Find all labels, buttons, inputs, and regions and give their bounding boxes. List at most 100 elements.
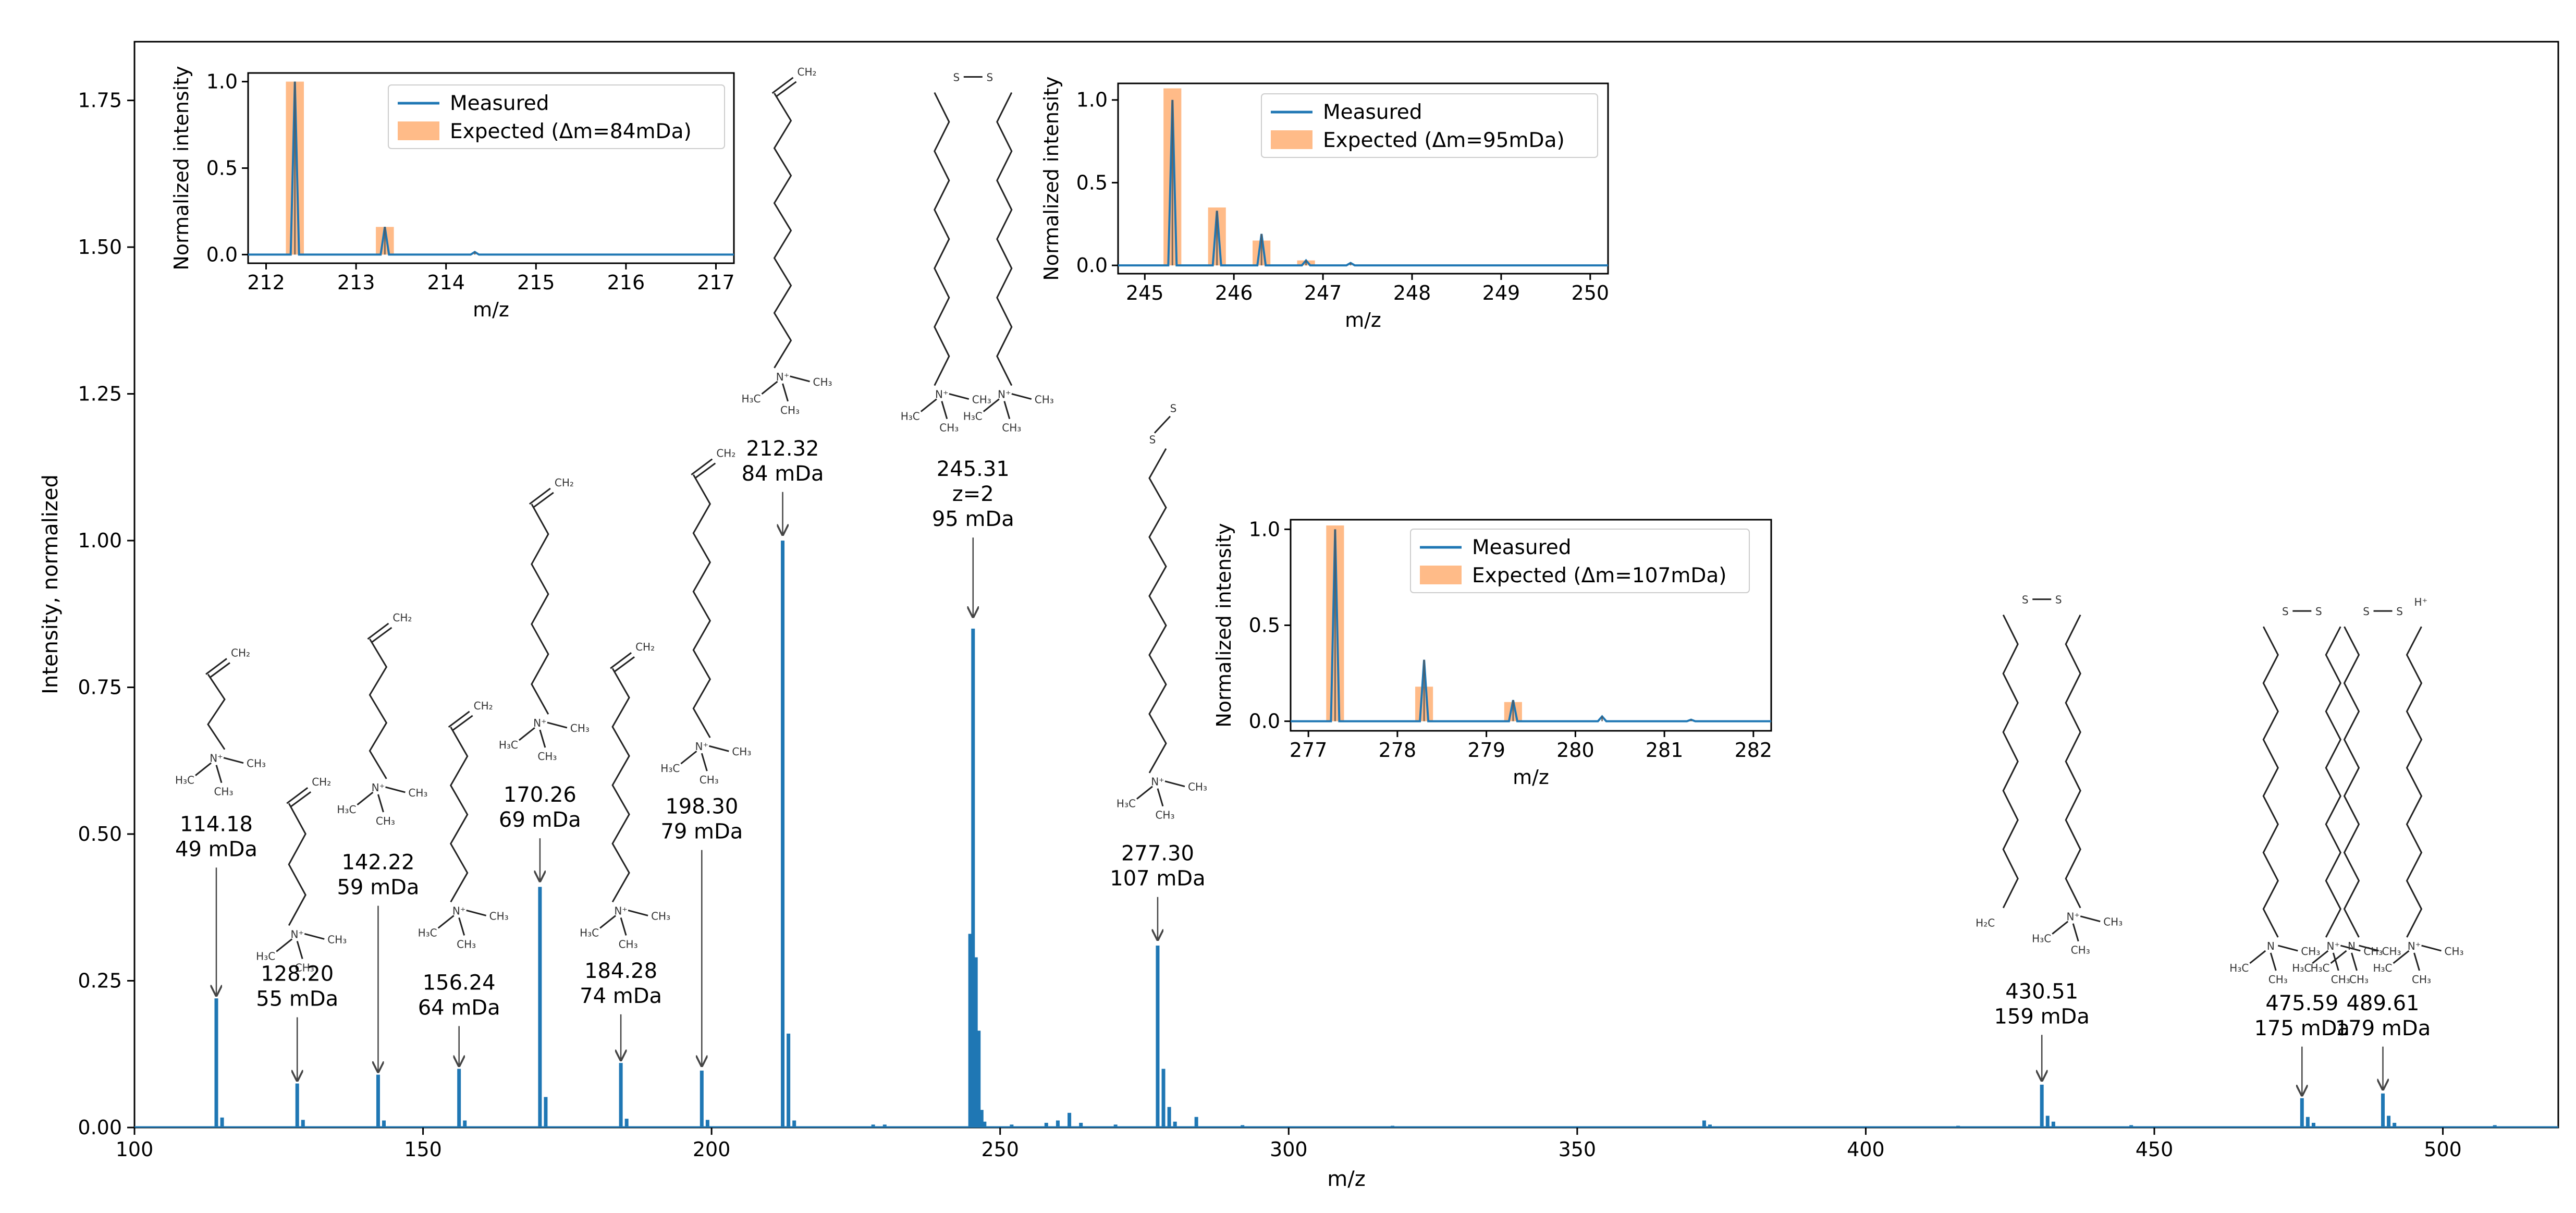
peak-bar (2393, 1122, 2397, 1128)
methyl-bond (2249, 950, 2266, 964)
methyl-bond (539, 729, 546, 748)
inset-x-tick-label: 247 (1304, 281, 1342, 304)
annotation-text: 159 mDa (1994, 1004, 2090, 1028)
structure: S S H₂C N⁺ CH₃ H₃C CH₃ (1976, 594, 2123, 957)
peak-bar (376, 1074, 380, 1128)
x-tick-label: 200 (693, 1138, 731, 1161)
methyl-label: CH₃ (700, 774, 719, 786)
structure: CH₂ N⁺ CH₃ H₃C CH₃ (418, 700, 509, 951)
methyl-bond (628, 909, 648, 916)
molecular-structures: CH₂ N⁺ CH₃ H₃C CH₃ CH₂ N⁺ CH₃ H₃C CH₃ CH₂ N⁺ CH₃ H₃C C… (175, 66, 2464, 986)
peak-bar (1708, 1124, 1712, 1128)
sulfur-label: S (1149, 434, 1156, 446)
inset-x-tick-label: 212 (247, 271, 285, 294)
annotation-text: 74 mDa (580, 984, 662, 1008)
methyl-label: CH₃ (2445, 945, 2464, 958)
peak-bar (538, 887, 542, 1128)
peak-bar (214, 998, 218, 1128)
methyl-label: CH₃ (1002, 422, 1021, 434)
carbon-chain (207, 673, 226, 750)
legend-swatch-expected (1420, 566, 1462, 584)
methyl-label: CH₃ (1035, 394, 1054, 406)
methyl-label: CH₃ (1188, 781, 1207, 793)
peak-bar (2040, 1084, 2044, 1128)
legend-label-expected: Expected (Δm=95mDa) (1323, 129, 1565, 152)
peak-bar (974, 957, 978, 1128)
nitrogen-label: N⁺ (935, 388, 949, 401)
peak-bar (457, 1069, 461, 1128)
peak-bar (882, 1124, 887, 1128)
methyl-label: CH₃ (376, 815, 395, 827)
x-tick-label: 100 (116, 1138, 154, 1161)
y-tick-label: 1.25 (78, 383, 122, 406)
inset-1: 212 213 214 215 216 217 0.0 0.5 1.0 m/z Normalized… (170, 66, 735, 321)
y-tick-label: 1.00 (78, 529, 122, 552)
nitrogen-label: N⁺ (2327, 940, 2340, 952)
carbon-chain (692, 474, 712, 738)
nitrogen-label: N⁺ (452, 904, 466, 917)
methyl-label: CH₃ (2349, 973, 2369, 986)
methyl-label: H₃C (901, 410, 920, 423)
methyl-label: CH₃ (939, 422, 959, 434)
methyl-label: H₃C (2311, 962, 2330, 974)
vinyl-bond (614, 656, 635, 672)
annotation-text: 49 mDa (175, 837, 257, 861)
vinyl-label: CH₂ (392, 611, 412, 624)
vinyl-bond (210, 662, 230, 678)
methyl-label: H₃C (175, 774, 194, 787)
inset-y-tick-label: 1.0 (206, 70, 238, 93)
annotation-text: 142.22 (341, 851, 414, 875)
peak-bar (977, 1031, 981, 1128)
peak-bar (2300, 1098, 2304, 1128)
vinyl-label: CH₂ (555, 476, 574, 489)
methyl-bond (2072, 923, 2079, 942)
annotation-text: 84 mDa (742, 462, 824, 486)
methyl-bond (2340, 945, 2361, 952)
carbon-chain (996, 92, 1013, 386)
carbon-chain (2406, 626, 2423, 938)
methyl-label: CH₃ (732, 745, 751, 758)
peak-bar (705, 1120, 709, 1128)
vinyl-bond (286, 787, 309, 804)
nitrogen-label: N (2267, 940, 2275, 952)
x-tick-label: 500 (2424, 1138, 2462, 1161)
peak-annotation: 245.31z=295 mDa (932, 457, 1014, 617)
inset-x-tick-label: 280 (1556, 739, 1594, 762)
peak-bar (787, 1033, 791, 1128)
legend-label-expected: Expected (Δm=84mDa) (450, 120, 692, 143)
inset-y-tick-label: 1.0 (1076, 89, 1108, 112)
annotation-text: 59 mDa (337, 876, 419, 900)
nitrogen-label: N⁺ (1151, 776, 1164, 788)
methyl-label: CH₃ (570, 722, 590, 734)
methyl-label: CH₃ (651, 910, 670, 922)
nitrogen-label: N⁺ (695, 740, 709, 753)
methyl-bond (949, 393, 970, 400)
vinyl-label: CH₂ (312, 776, 331, 788)
methyl-label: H₃C (256, 950, 275, 962)
methyl-bond (296, 941, 303, 959)
peak-bar (463, 1120, 467, 1128)
nitrogen-label: N⁺ (2408, 940, 2421, 952)
legend-label-measured: Measured (1472, 536, 1572, 559)
peak-bar (382, 1120, 386, 1128)
methyl-label: CH₃ (327, 933, 347, 946)
vinyl-bond (533, 492, 554, 508)
vinyl-bond (529, 487, 551, 505)
methyl-bond (2330, 950, 2347, 964)
inset-x-tick-label: 248 (1393, 281, 1431, 304)
methyl-bond (2393, 950, 2410, 964)
methyl-bond (1164, 780, 1185, 788)
vinyl-bond (448, 710, 470, 728)
inset-x-tick-label: 214 (427, 271, 465, 294)
carbon-chain (2065, 614, 2081, 909)
carbon-chain (2002, 614, 2019, 909)
vinyl-bond (695, 462, 716, 479)
methyl-label: CH₃ (2412, 973, 2431, 986)
x-tick-label: 150 (404, 1138, 442, 1161)
methyl-label: CH₃ (1155, 809, 1174, 822)
nitrogen-label: N⁺ (776, 371, 790, 383)
methyl-label: CH₃ (457, 938, 476, 950)
